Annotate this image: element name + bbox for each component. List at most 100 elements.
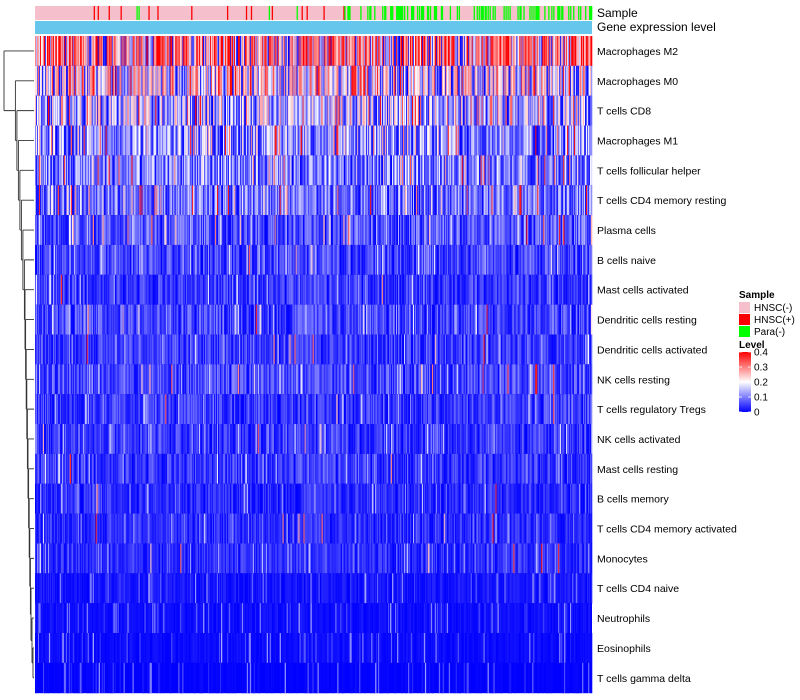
- heatmap-cell: [386, 185, 388, 216]
- heatmap-cell: [456, 155, 459, 186]
- heatmap-cell: [398, 215, 400, 246]
- heatmap-cell: [170, 36, 172, 67]
- heatmap-cell: [37, 304, 40, 335]
- heatmap-cell: [113, 215, 115, 246]
- heatmap-cell: [440, 244, 443, 276]
- heatmap-cell: [120, 185, 122, 216]
- heatmap-cell: [259, 36, 262, 67]
- heatmap-cell: [468, 155, 470, 186]
- heatmap-cell: [228, 36, 231, 67]
- heatmap-cell: [423, 65, 426, 97]
- heatmap-cell: [515, 125, 517, 156]
- heatmap-cell: [415, 65, 418, 97]
- heatmap-cell: [384, 185, 386, 216]
- heatmap-cell: [523, 185, 525, 216]
- heatmap-cell: [255, 65, 258, 97]
- sample-annotation-cell: [404, 6, 406, 20]
- heatmap-cell: [475, 36, 477, 67]
- heatmap-cell: [575, 125, 577, 156]
- heatmap-cell: [265, 65, 268, 97]
- heatmap-cell: [166, 65, 168, 97]
- heatmap-cell: [406, 95, 408, 127]
- heatmap-cell: [92, 185, 94, 216]
- heatmap-cell: [101, 304, 103, 335]
- heatmap-cell: [529, 95, 531, 127]
- heatmap-cell: [475, 185, 477, 216]
- heatmap-cell: [46, 65, 49, 97]
- heatmap-cell: [156, 185, 158, 216]
- heatmap-cell: [563, 155, 565, 186]
- heatmap-cell: [581, 215, 583, 246]
- heatmap-cell: [155, 304, 157, 335]
- heatmap-cell: [480, 36, 482, 67]
- heatmap-cell: [297, 125, 299, 156]
- heatmap-cell: [326, 65, 328, 97]
- heatmap-cell: [560, 36, 562, 67]
- heatmap-cell: [121, 65, 123, 97]
- heatmap-cell: [82, 125, 85, 156]
- heatmap-cell: [300, 185, 302, 216]
- heatmap-cell: [350, 155, 352, 186]
- heatmap-cell: [372, 125, 374, 156]
- heatmap-cell: [64, 215, 67, 246]
- heatmap-cell: [431, 155, 434, 186]
- heatmap-cell: [450, 125, 453, 156]
- heatmap-cell: [254, 65, 257, 97]
- heatmap-cell: [562, 125, 564, 156]
- heatmap-cell: [380, 155, 382, 186]
- heatmap-cell: [290, 95, 292, 127]
- heatmap-cell: [537, 155, 539, 186]
- heatmap-cell: [156, 65, 158, 97]
- heatmap-cell: [183, 125, 185, 156]
- heatmap-cell: [439, 215, 442, 246]
- sample-annotation-cell: [412, 6, 415, 20]
- heatmap-cell: [203, 95, 205, 127]
- heatmap-cell: [146, 65, 148, 97]
- heatmap-cell: [73, 155, 76, 186]
- heatmap-cell: [398, 65, 400, 97]
- heatmap-cell: [392, 36, 394, 67]
- heatmap-cell: [371, 274, 373, 306]
- heatmap-cell: [516, 274, 518, 306]
- heatmap-cell: [207, 304, 209, 335]
- heatmap-cell: [231, 244, 234, 276]
- heatmap-cell: [114, 244, 116, 276]
- heatmap-cell: [394, 65, 396, 97]
- heatmap-cell: [114, 95, 116, 127]
- heatmap-cell: [314, 304, 316, 335]
- heatmap-cell: [448, 36, 451, 67]
- heatmap-cell: [424, 274, 427, 306]
- heatmap-cell: [165, 244, 167, 276]
- heatmap-cell: [207, 95, 209, 127]
- heatmap-cell: [302, 274, 304, 306]
- heatmap-cell: [252, 155, 255, 186]
- heatmap-cell: [581, 155, 583, 186]
- sample-annotation-cell: [369, 6, 371, 20]
- heatmap-cell: [264, 185, 267, 216]
- heatmap-cell: [431, 185, 434, 216]
- heatmap-cell: [329, 244, 331, 276]
- heatmap-cell: [277, 274, 279, 306]
- heatmap-cell: [319, 65, 321, 97]
- sample-annotation-cell: [473, 6, 475, 20]
- heatmap-cell: [552, 36, 554, 67]
- heatmap-cell: [291, 95, 293, 127]
- heatmap-cell: [329, 155, 331, 186]
- heatmap-cell: [494, 215, 496, 246]
- heatmap-cell: [77, 304, 80, 335]
- heatmap-cell: [539, 185, 541, 216]
- heatmap-cell: [295, 125, 297, 156]
- heatmap-cell: [408, 215, 411, 246]
- heatmap-cell: [144, 304, 146, 335]
- heatmap-cell: [418, 244, 421, 276]
- heatmap-cell: [42, 95, 45, 127]
- heatmap-cell: [478, 185, 480, 216]
- heatmap-cell: [351, 95, 353, 127]
- heatmap-cell: [468, 125, 470, 156]
- heatmap-cell: [160, 155, 162, 186]
- heatmap-cell: [296, 304, 298, 335]
- heatmap-cell: [209, 95, 211, 127]
- sample-annotation-cell: [406, 6, 409, 20]
- heatmap-cell: [212, 65, 214, 97]
- heatmap-cell: [483, 244, 485, 276]
